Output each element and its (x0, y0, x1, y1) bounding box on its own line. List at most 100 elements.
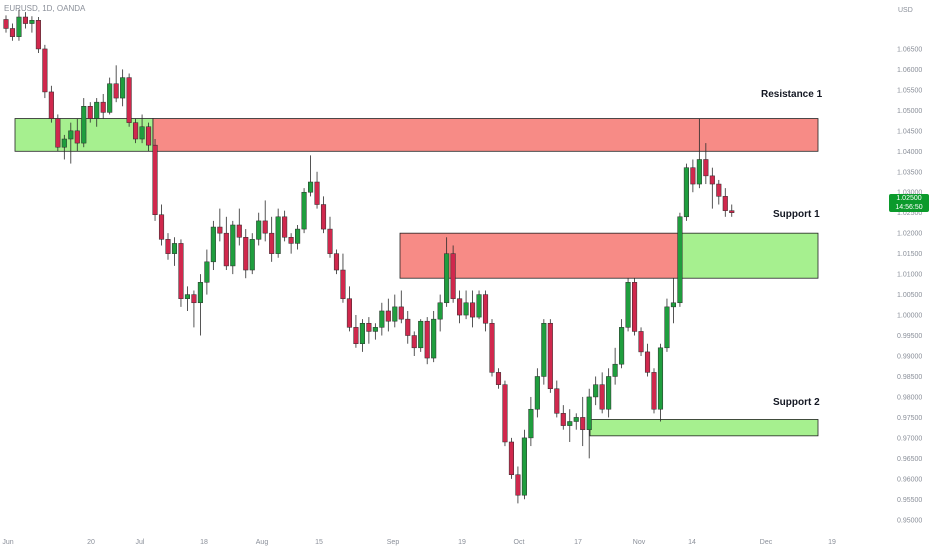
candle-body (677, 216, 683, 304)
candle-body (178, 243, 184, 299)
candle-body (243, 237, 249, 271)
candle-body (619, 327, 625, 365)
candle-body (288, 237, 294, 244)
candle (580, 396, 586, 447)
candle (534, 368, 540, 418)
candle (178, 239, 184, 307)
candle (217, 208, 223, 242)
candle (696, 118, 702, 189)
candle (372, 323, 378, 340)
candle (450, 245, 456, 303)
candle (165, 233, 171, 260)
y-tick-label: 1.05000 (897, 108, 922, 115)
candle-body (340, 269, 346, 299)
candle (184, 286, 190, 311)
y-tick-label: 1.02500 (897, 210, 922, 217)
x-tick-label: 19 (458, 539, 466, 546)
candle-body (249, 239, 255, 271)
candle (113, 65, 119, 103)
candle-body (353, 327, 359, 344)
candle (55, 114, 61, 152)
candle-body (120, 77, 126, 99)
support-1-zone-right-segment (681, 232, 819, 279)
candle-body (580, 417, 586, 430)
candle (314, 171, 320, 209)
candle (547, 319, 553, 393)
candle (210, 220, 216, 271)
candle-body (94, 101, 100, 119)
candle-body (262, 220, 268, 234)
candle-body (269, 232, 275, 254)
candle-body (366, 322, 372, 332)
candle (457, 290, 463, 324)
candle (625, 278, 631, 332)
candles-layer (3, 10, 735, 504)
candle-body (560, 413, 566, 426)
candle (22, 12, 28, 29)
candle (197, 274, 203, 336)
candle-body (100, 101, 106, 113)
candle-body (722, 196, 728, 211)
candle (353, 315, 359, 348)
candle (288, 233, 294, 254)
candle (489, 319, 495, 377)
support-2-zone (589, 419, 819, 437)
currency-label: USD (898, 7, 913, 14)
candle-body (3, 19, 9, 29)
candle-body (612, 363, 618, 377)
candle (670, 278, 676, 324)
candle (379, 302, 385, 336)
candle-body (651, 372, 657, 410)
zones-layer (14, 118, 819, 437)
candle (470, 290, 476, 328)
candle (16, 10, 22, 41)
candle-body (638, 331, 644, 353)
candle-body (593, 384, 599, 398)
candle (716, 179, 722, 205)
candle (74, 118, 80, 152)
candle-body (320, 204, 327, 230)
candle-body (139, 126, 145, 140)
candle-body (586, 396, 592, 430)
candle (703, 143, 709, 185)
candle (48, 85, 54, 123)
candle (567, 409, 573, 442)
last-price: 1.02500 (896, 195, 922, 202)
y-tick-label: 0.98000 (897, 394, 922, 401)
candle (262, 200, 268, 242)
y-tick-label: 1.00500 (897, 292, 922, 299)
candle (327, 216, 333, 258)
candle (632, 278, 638, 336)
candle (269, 216, 275, 262)
candle-body (418, 320, 424, 349)
candle (191, 290, 197, 328)
candle-body (528, 408, 534, 439)
candle-body (210, 226, 216, 263)
candle (560, 405, 566, 430)
candle-body (113, 83, 119, 99)
candle-body (411, 335, 417, 349)
candle (171, 237, 178, 266)
candle-body (606, 376, 612, 410)
candle-body (107, 83, 113, 113)
candle (35, 17, 41, 54)
candle (502, 380, 508, 447)
candle (677, 212, 683, 307)
candle (223, 216, 229, 271)
y-tick-label: 0.98500 (897, 374, 922, 381)
candle-body (61, 138, 67, 148)
candle-body (22, 16, 28, 24)
candle (638, 327, 644, 356)
candle (42, 44, 48, 99)
candle-body (450, 253, 456, 299)
x-tick-label: Jul (136, 539, 145, 546)
candle-body (482, 294, 489, 324)
candle-body (567, 421, 573, 426)
candle-body (703, 159, 709, 177)
candle (152, 139, 158, 221)
candle-body (625, 282, 631, 328)
candle (683, 163, 689, 221)
candle-body (424, 320, 430, 359)
candle-body (683, 167, 689, 218)
